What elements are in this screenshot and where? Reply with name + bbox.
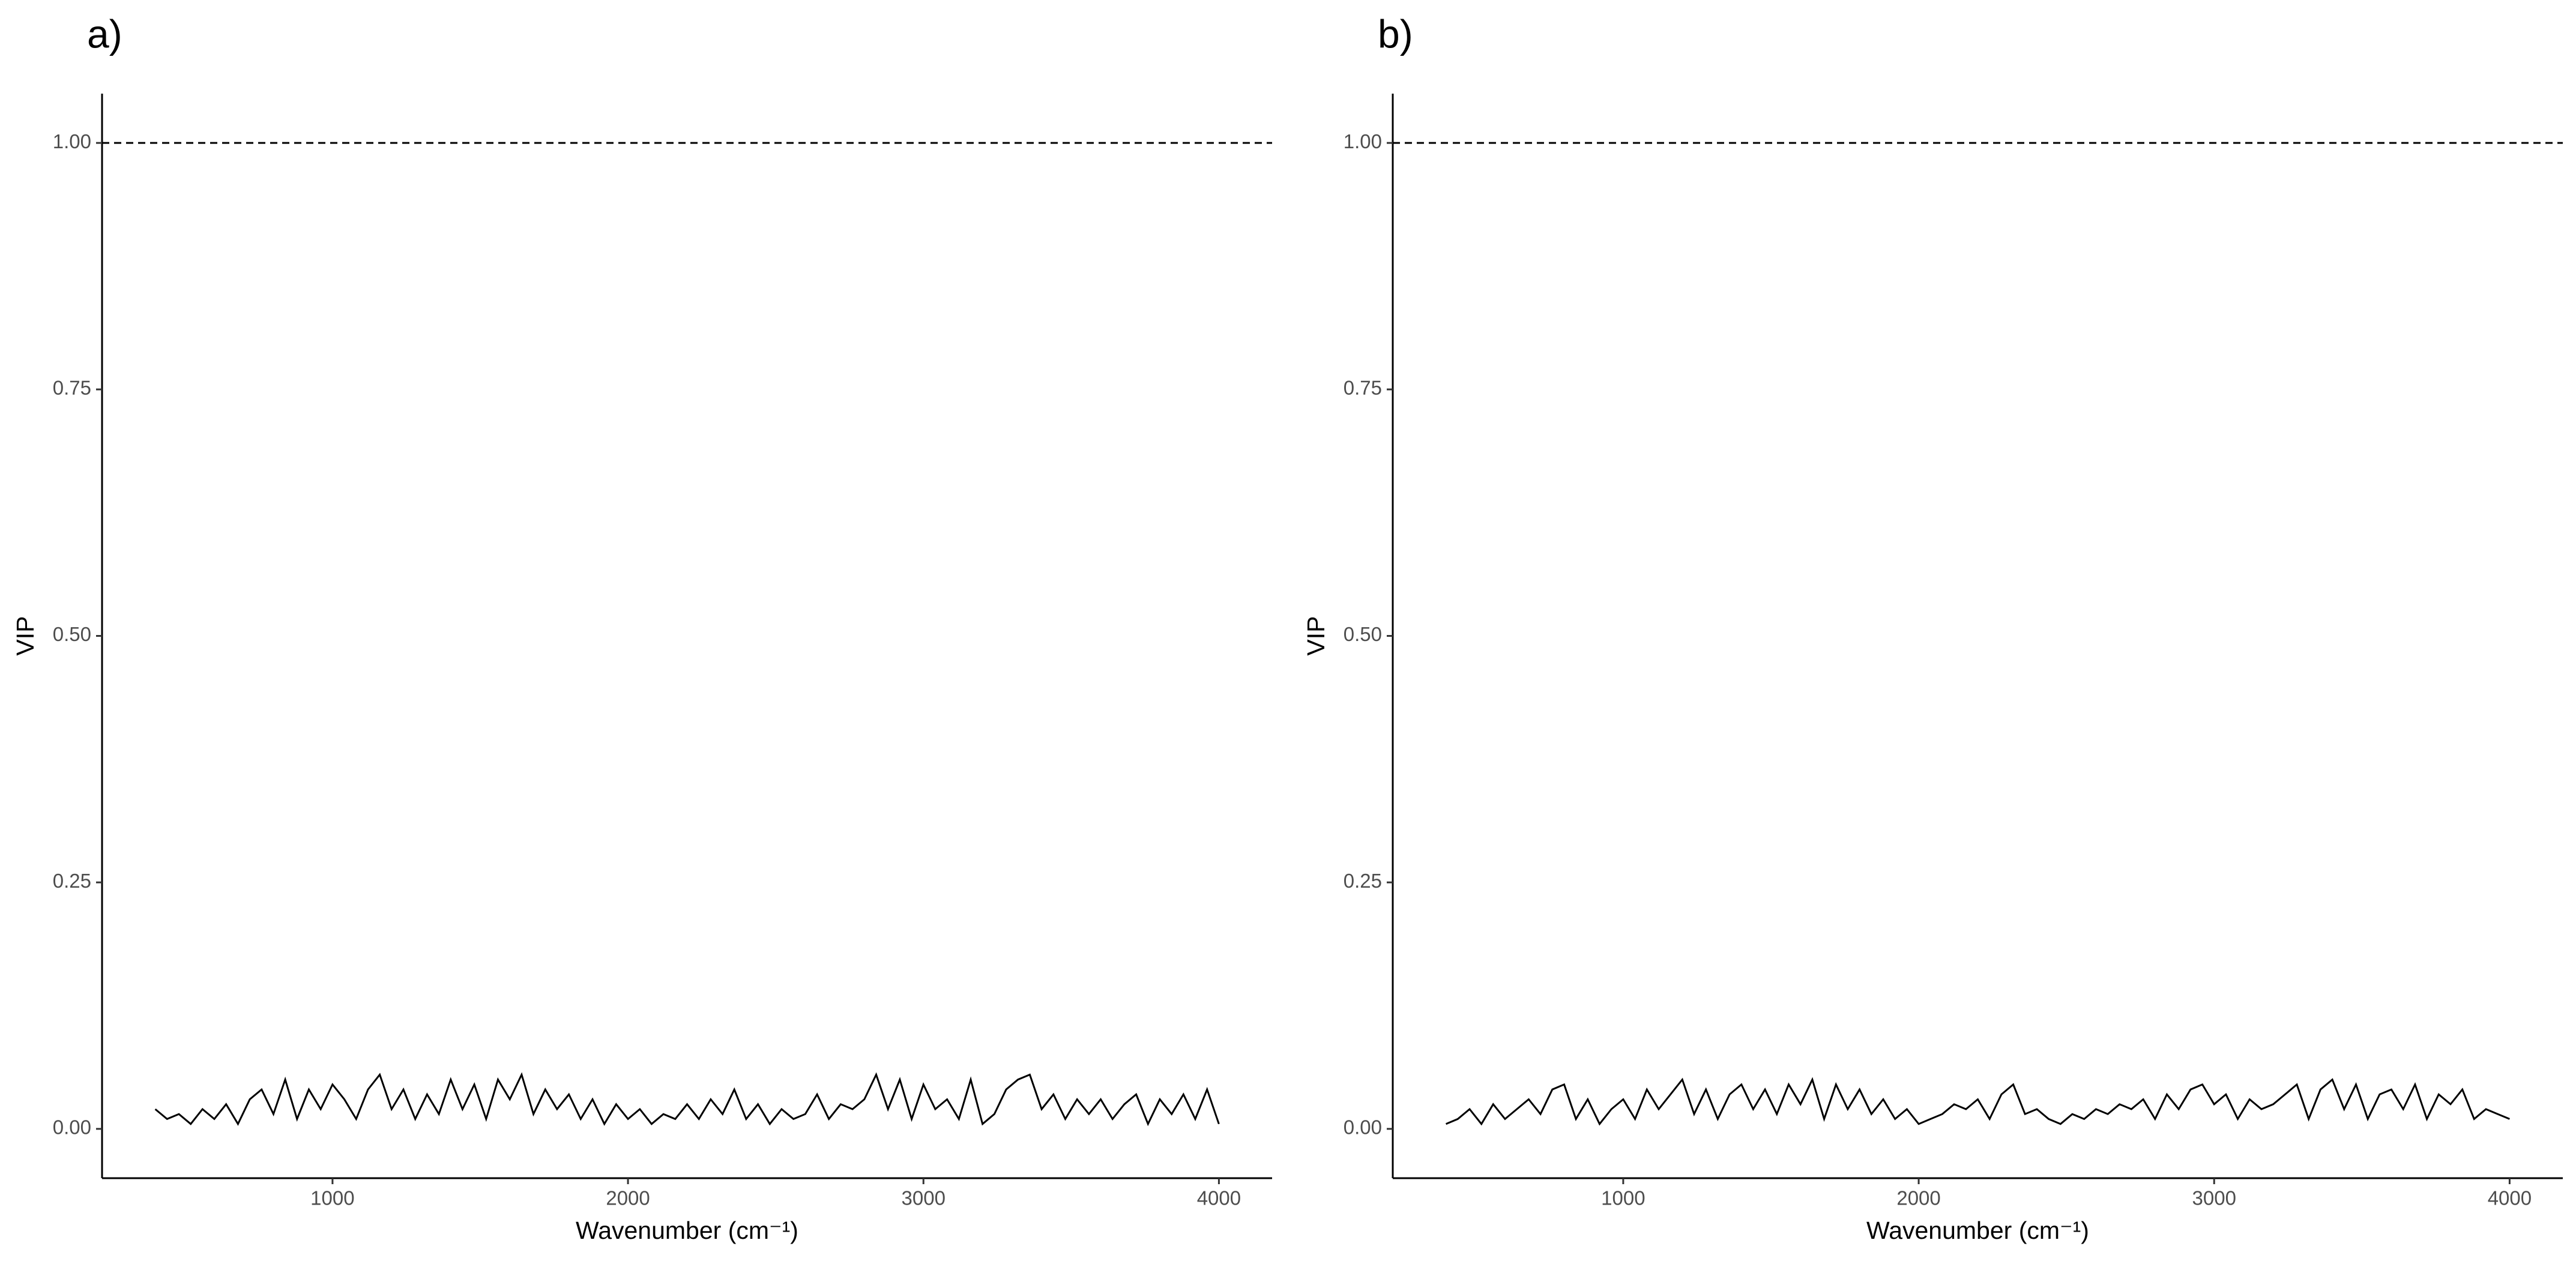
y-tick-label: 0.50 xyxy=(1344,623,1382,645)
x-axis-title: Wavenumber (cm⁻¹) xyxy=(576,1217,798,1244)
y-tick-label: 0.25 xyxy=(1344,870,1382,892)
data-line xyxy=(1446,1077,2510,1126)
x-tick-label: 4000 xyxy=(2488,1187,2532,1209)
x-axis-title: Wavenumber (cm⁻¹) xyxy=(1866,1217,2089,1244)
y-axis-title: VIP xyxy=(11,616,39,655)
x-tick-label: 2000 xyxy=(606,1187,650,1209)
x-tick-label: 3000 xyxy=(902,1187,946,1209)
y-tick-label: 1.00 xyxy=(53,130,91,152)
y-tick-label: 0.00 xyxy=(1344,1116,1382,1139)
x-tick-label: 3000 xyxy=(2192,1187,2236,1209)
data-line xyxy=(154,1072,1220,1127)
y-tick-label: 0.00 xyxy=(53,1116,91,1139)
x-tick-label: 2000 xyxy=(1896,1187,1940,1209)
y-tick-label: 0.75 xyxy=(53,377,91,399)
x-tick-label: 1000 xyxy=(1601,1187,1645,1209)
y-tick-label: 0.25 xyxy=(53,870,91,892)
x-tick-label: 1000 xyxy=(310,1187,354,1209)
x-tick-label: 4000 xyxy=(1197,1187,1241,1209)
y-tick-label: 0.75 xyxy=(1344,377,1382,399)
y-tick-label: 0.50 xyxy=(53,623,91,645)
y-tick-label: 1.00 xyxy=(1344,130,1382,152)
panel-label: b) xyxy=(1378,11,1413,56)
y-axis-title: VIP xyxy=(1302,616,1330,655)
panel-label: a) xyxy=(87,11,122,56)
